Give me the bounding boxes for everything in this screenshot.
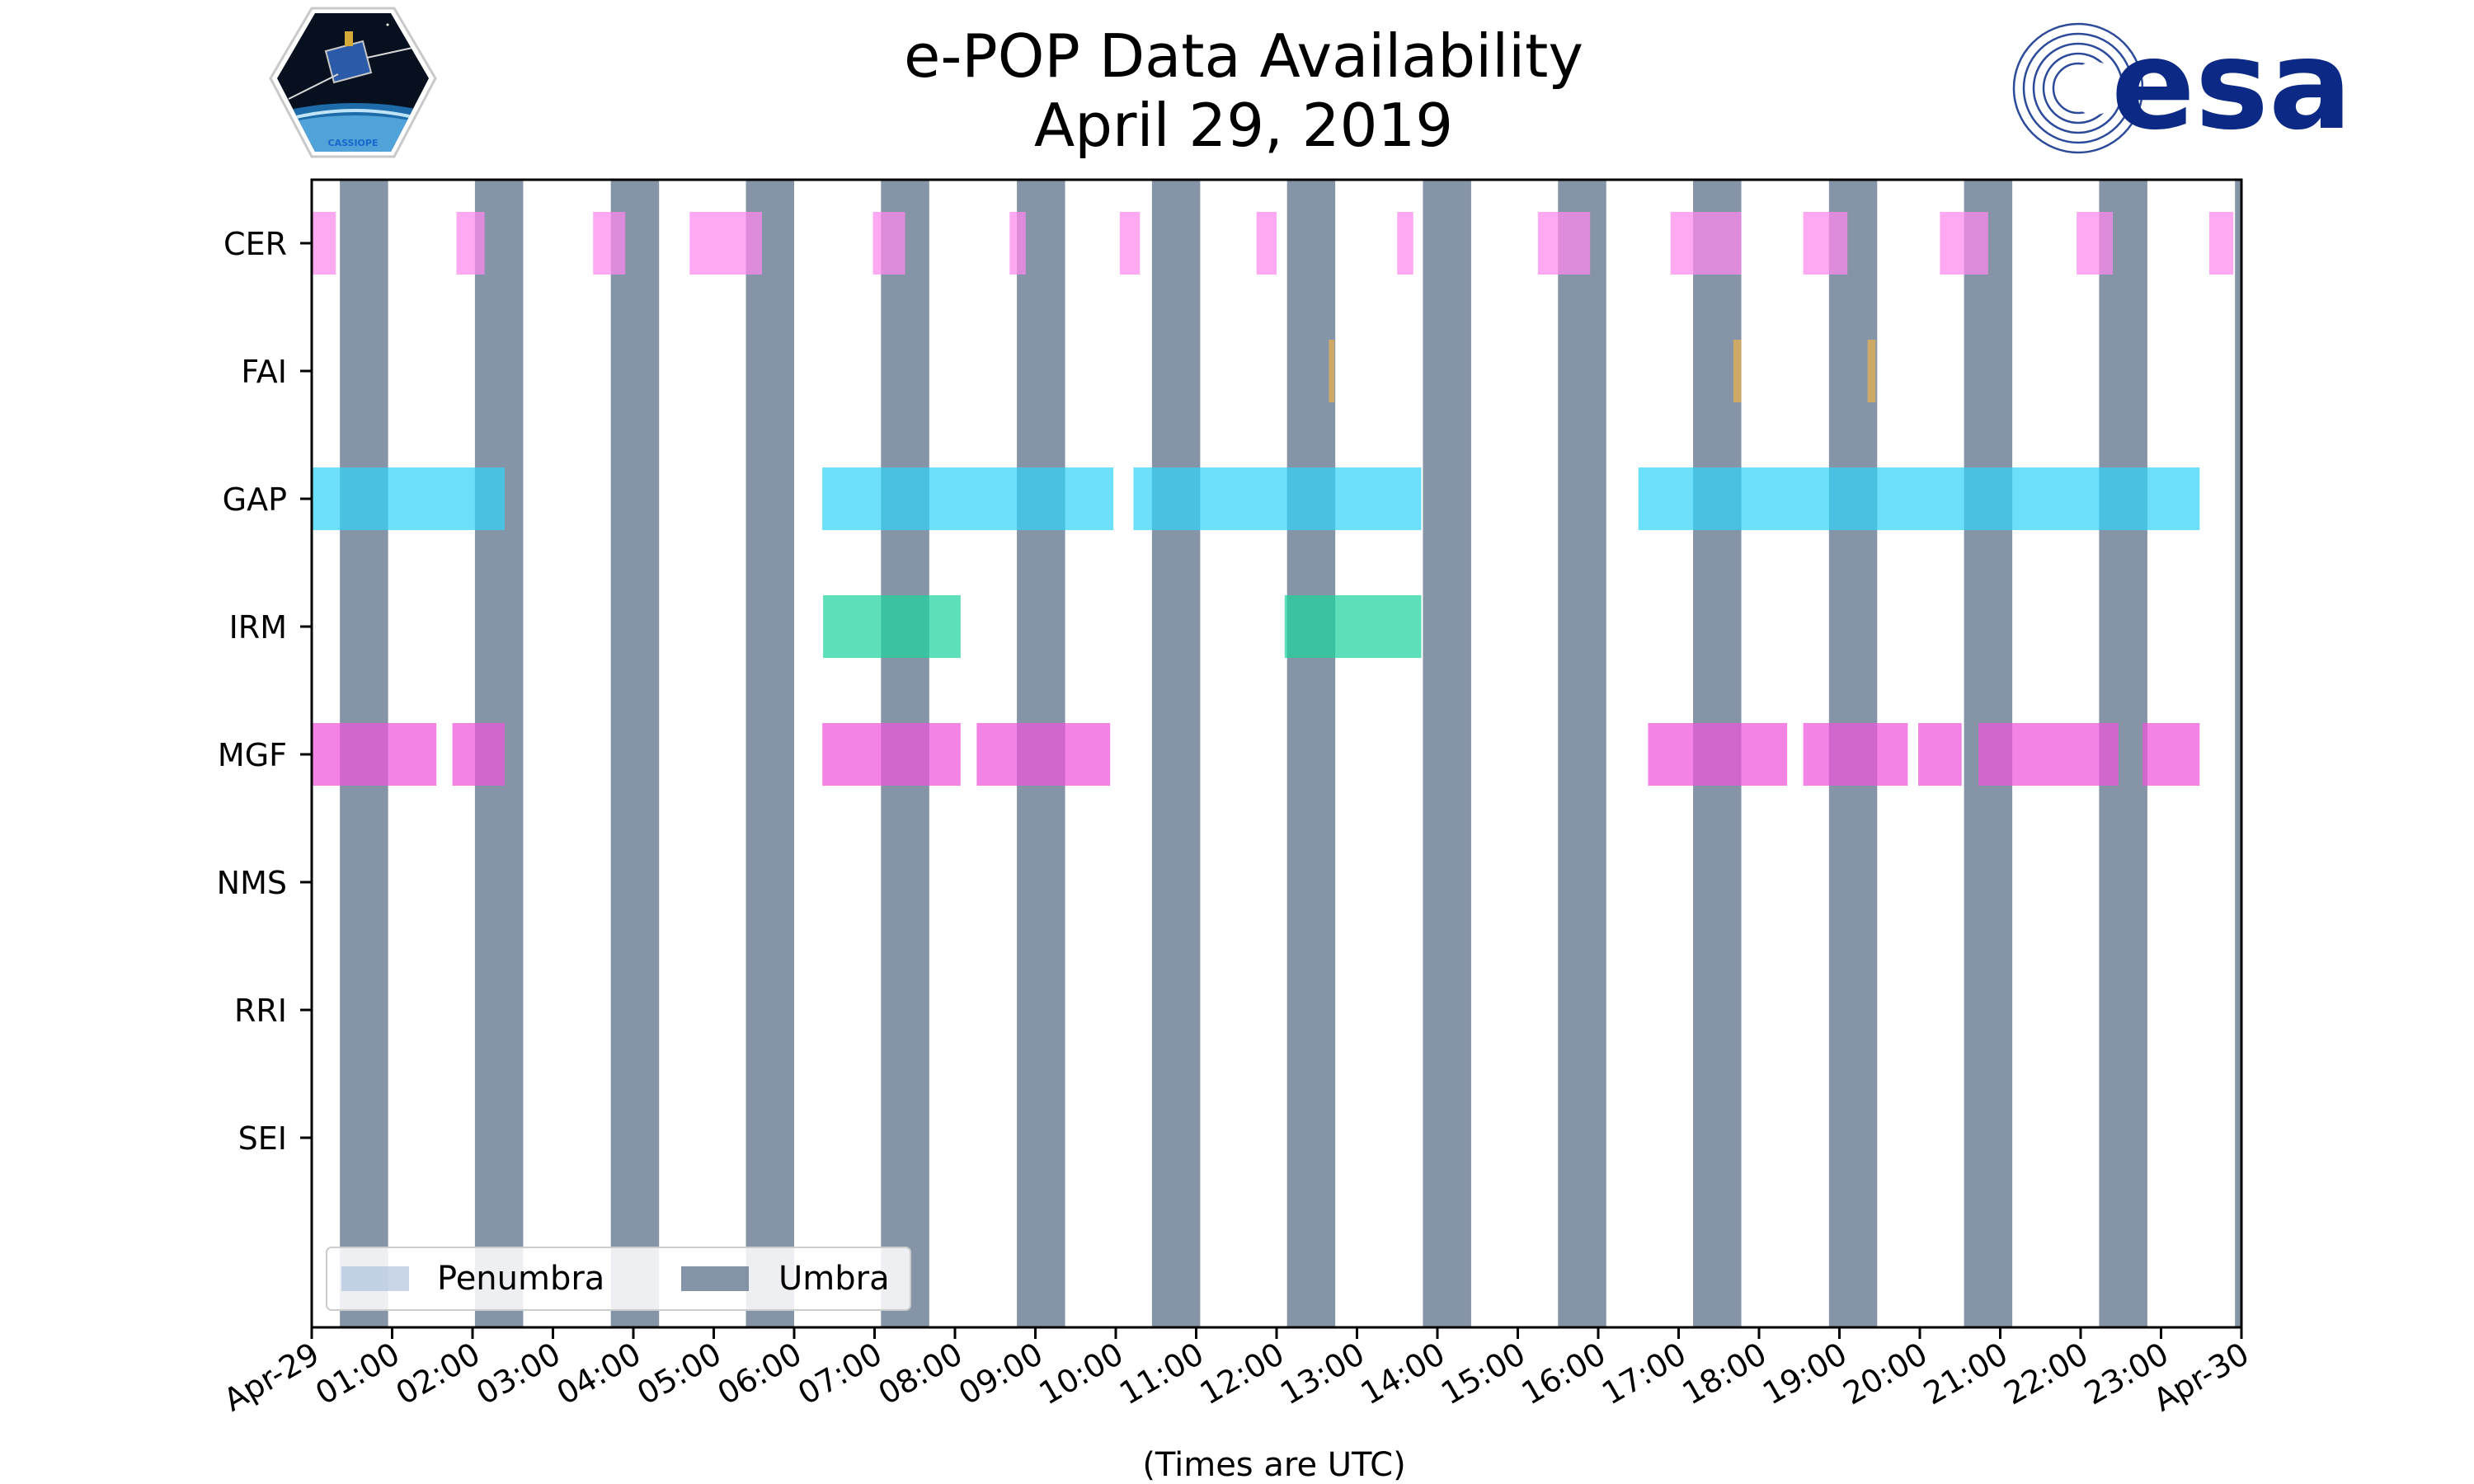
interval-bar-cer: [689, 212, 762, 275]
x-axis-label: (Times are UTC): [1142, 1446, 1405, 1484]
interval-bar-mgf: [976, 723, 1111, 786]
interval-bar-cer: [1009, 212, 1026, 275]
interval-bar-fai: [1329, 340, 1335, 402]
interval-bar-cer: [312, 212, 336, 275]
interval-bar-cer: [1119, 212, 1141, 275]
chart-subtitle: April 29, 2019: [1034, 91, 1453, 160]
y-tick-label-nms: NMS: [217, 865, 287, 901]
umbra-band: [610, 180, 660, 1327]
y-tick-label-gap: GAP: [223, 481, 287, 518]
interval-bar-cer: [1803, 212, 1848, 275]
interval-bar-cer: [456, 212, 485, 275]
interval-bar-cer: [1940, 212, 1988, 275]
interval-bar-mgf: [1918, 723, 1962, 786]
cassiope-logo-text: CASSIOPE: [328, 138, 379, 148]
interval-bar-mgf: [1803, 723, 1908, 786]
interval-bar-mgf: [1978, 723, 2119, 786]
interval-bar-cer: [2209, 212, 2234, 275]
interval-bar-cer: [1537, 212, 1591, 275]
interval-bar-irm: [823, 595, 961, 658]
interval-bar-cer: [1397, 212, 1413, 275]
interval-bar-gap: [1638, 467, 2200, 530]
y-tick-label-fai: FAI: [241, 354, 287, 390]
interval-bar-mgf: [1648, 723, 1788, 786]
umbra-band: [1151, 180, 1201, 1327]
interval-bar-cer: [872, 212, 905, 275]
y-tick-label-cer: CER: [223, 226, 287, 262]
umbra-band: [1558, 180, 1606, 1327]
umbra-band: [1286, 180, 1336, 1327]
interval-bar-cer: [1670, 212, 1742, 275]
legend-label-umbra: Umbra: [778, 1260, 890, 1298]
interval-bar-gap: [1133, 467, 1422, 530]
interval-bar-mgf: [822, 723, 961, 786]
series-layer: [312, 212, 2234, 786]
legend-swatch-umbra: [681, 1266, 749, 1291]
interval-bar-mgf: [452, 723, 505, 786]
umbra-band: [2235, 180, 2241, 1327]
interval-bar-cer: [2077, 212, 2113, 275]
legend-swatch-penumbra: [341, 1266, 409, 1291]
interval-bar-cer: [593, 212, 626, 275]
y-tick-label-rri: RRI: [234, 993, 287, 1029]
legend: Penumbra Umbra: [326, 1247, 911, 1311]
interval-bar-mgf: [312, 723, 437, 786]
y-tick-label-irm: IRM: [229, 609, 287, 646]
esa-logo-text: esa: [2111, 14, 2352, 157]
interval-bar-gap: [312, 467, 505, 530]
interval-bar-fai: [1733, 340, 1742, 402]
y-tick-label-mgf: MGF: [218, 737, 287, 773]
chart-title: e-POP Data Availability: [904, 21, 1583, 91]
legend-label-penumbra: Penumbra: [437, 1260, 604, 1298]
umbra-band: [745, 180, 794, 1327]
interval-bar-fai: [1867, 340, 1876, 402]
interval-bar-cer: [1256, 212, 1277, 275]
y-tick-label-sei: SEI: [238, 1120, 287, 1157]
interval-bar-gap: [822, 467, 1114, 530]
esa-logo: esa: [2012, 14, 2352, 157]
umbra-band: [1423, 180, 1471, 1327]
interval-bar-mgf: [2142, 723, 2200, 786]
interval-bar-irm: [1284, 595, 1422, 658]
